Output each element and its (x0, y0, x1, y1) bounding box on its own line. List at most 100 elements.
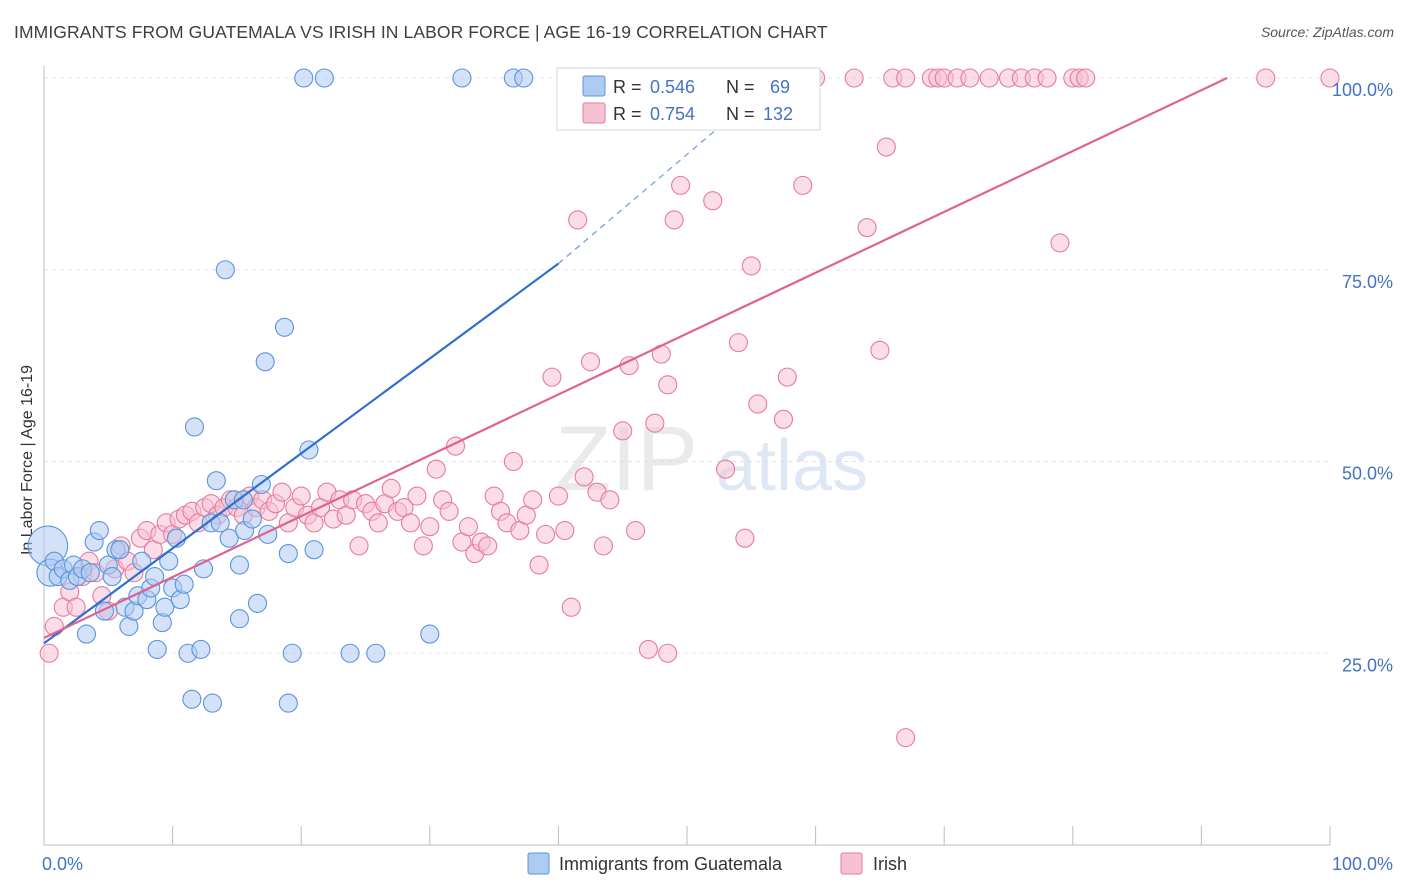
irish-point (748, 394, 768, 414)
irish-point (716, 459, 736, 479)
guatemala-point (255, 352, 275, 372)
irish-point (1256, 68, 1276, 88)
irish-point (735, 528, 755, 548)
irish-point (66, 597, 86, 617)
irish-point (1037, 68, 1057, 88)
legend-bottom-swatch-guatemala (527, 852, 550, 875)
irish-point (773, 409, 794, 429)
irish-point (1050, 233, 1070, 253)
guatemala-regression-extension (558, 77, 778, 265)
x-tick-label: 100.0% (1332, 854, 1393, 874)
legend-n-value: 69 (770, 77, 790, 97)
irish-point (413, 536, 433, 556)
guatemala-point (420, 624, 440, 644)
axes (43, 66, 1331, 846)
legend-bottom: Immigrants from Guatemala Irish (527, 852, 907, 875)
irish-point (626, 520, 646, 541)
irish-point (600, 490, 620, 510)
irish-point (420, 517, 440, 537)
irish-point (555, 520, 575, 541)
guatemala-point (76, 624, 96, 644)
irish-point (407, 486, 427, 506)
irish-point (368, 513, 388, 533)
source-label: Source: ZipAtlas.com (1260, 24, 1394, 40)
legend-n-value: 132 (763, 104, 793, 124)
guatemala-point (202, 693, 223, 713)
y-tick-label: 100.0% (1332, 80, 1393, 100)
guatemala-point (366, 643, 386, 663)
irish-point (870, 340, 890, 360)
legend-bottom-label-guatemala: Immigrants from Guatemala (559, 854, 783, 874)
irish-point (1076, 68, 1096, 88)
irish-point (777, 367, 797, 387)
irish-point (658, 375, 678, 395)
guatemala-point (282, 643, 302, 663)
legend-bottom-swatch-irish (840, 852, 863, 875)
guatemala-point (147, 639, 167, 659)
irish-point (857, 218, 877, 238)
irish-point (272, 482, 292, 502)
irish-point (568, 210, 588, 230)
irish-point (703, 191, 723, 211)
y-tick-label: 25.0% (1342, 655, 1393, 675)
guatemala-point (219, 528, 239, 548)
guatemala-point (102, 566, 122, 587)
irish-point (844, 68, 864, 88)
irish-point (741, 256, 761, 276)
irish-point (529, 555, 549, 575)
guatemala-point (340, 643, 360, 663)
y-tick-label: 50.0% (1342, 464, 1393, 484)
guatemala-point (94, 601, 114, 621)
irish-point (381, 478, 401, 498)
guatemala-point (184, 417, 205, 437)
guatemala-point (278, 693, 298, 713)
irish-point (613, 421, 633, 441)
irish-point (39, 643, 59, 663)
guatemala-point (89, 520, 109, 541)
tick-labels: 25.0% 50.0% 75.0% 100.0% 0.0% 100.0% (42, 80, 1393, 874)
irish-point (728, 333, 748, 353)
irish-point (439, 501, 459, 521)
irish-point (400, 513, 421, 533)
irish-point (291, 486, 311, 506)
guatemala-point (80, 563, 100, 583)
irish-point (535, 524, 556, 544)
guatemala-point (233, 490, 253, 510)
legend-swatch-guatemala (582, 75, 606, 97)
irish-point (960, 68, 980, 88)
legend-n-label: N = (726, 104, 755, 124)
guatemala-point (229, 609, 250, 629)
irish-point (664, 210, 684, 230)
legend-r-value: 0.754 (650, 104, 695, 124)
irish-point (645, 413, 665, 433)
guatemala-point (229, 555, 250, 575)
legend-bottom-label-irish: Irish (873, 854, 907, 874)
irish-point (619, 356, 639, 376)
guatemala-point (242, 509, 262, 529)
irish-point (523, 490, 543, 510)
legend-r-label: R = (613, 77, 642, 97)
irish-point (896, 68, 916, 88)
irish-point (793, 175, 813, 195)
irish-point (876, 137, 896, 157)
guatemala-point (110, 540, 130, 560)
guatemala-point (452, 68, 472, 88)
guatemala-regression-line (43, 262, 560, 645)
irish-point (426, 459, 446, 479)
irish-point (561, 597, 581, 617)
irish-point (580, 352, 601, 372)
guatemala-point (206, 471, 226, 491)
guatemala-point (191, 639, 211, 659)
guatemala-point (514, 68, 534, 88)
legend-r-label: R = (613, 104, 642, 124)
guatemala-points (27, 68, 534, 713)
irish-point (542, 367, 562, 387)
irish-point (658, 643, 678, 663)
guatemala-point (182, 689, 202, 709)
irish-point (548, 486, 568, 506)
irish-point (896, 728, 916, 748)
x-tick-label: 0.0% (42, 854, 83, 874)
irish-regression-line (43, 77, 1228, 639)
irish-point (638, 639, 658, 659)
